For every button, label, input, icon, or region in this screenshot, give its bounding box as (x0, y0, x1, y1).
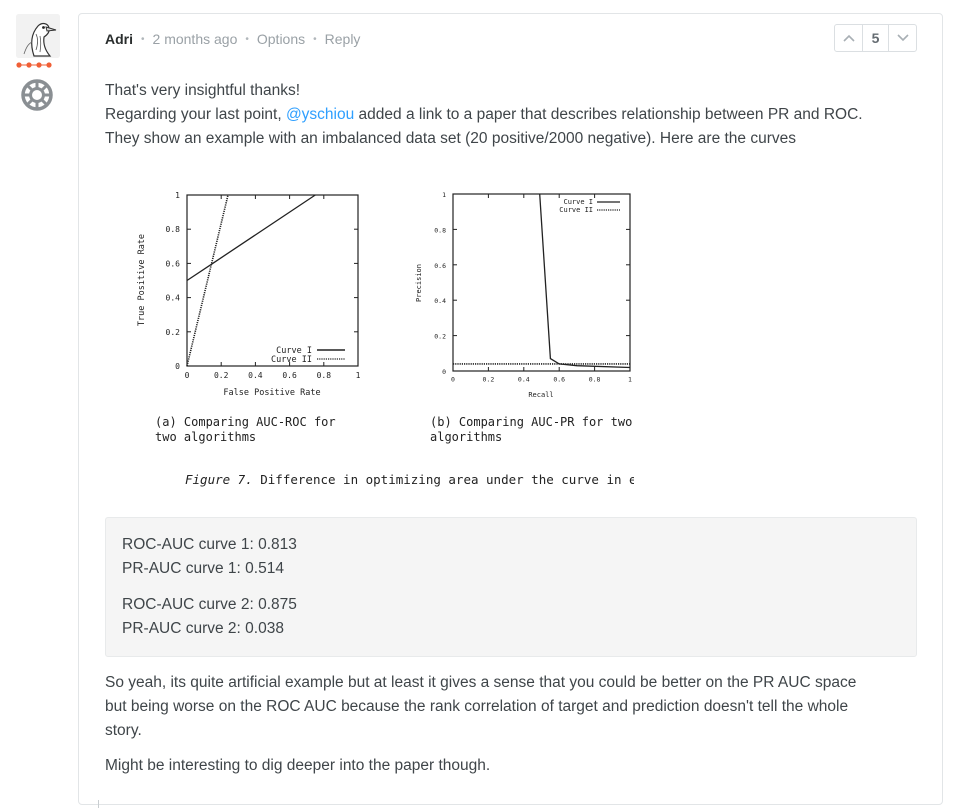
separator-dot: • (245, 33, 249, 45)
pr-x-tick-label: 0.2 (483, 376, 495, 384)
options-link[interactable]: Options (256, 31, 306, 47)
comment-text-line: story. (105, 722, 142, 739)
comment-text-line: So yeah, its quite artificial example bu… (105, 674, 857, 691)
pr-plot-frame (452, 193, 631, 372)
roc-series-1-line (186, 194, 316, 282)
roc-y-tick-label: 0.2 (166, 328, 181, 337)
figure-svg: 0 0.2 0.4 0.6 0.8 1 0 0.2 0.4 0.6 0.8 1 True Positi… (137, 191, 704, 487)
separator-dot: • (313, 33, 317, 45)
pr-caption-line-2: algorithms (430, 430, 502, 444)
roc-legend-curve-2: Curve II (271, 355, 312, 365)
roc-x-tick-label: 0.6 (282, 371, 297, 380)
roc-x-tick-label: 1 (356, 371, 361, 380)
user-avatar[interactable] (16, 14, 60, 58)
figure-caption-label: Figure 7. (185, 472, 253, 487)
roc-x-tick-label: 0 (185, 371, 190, 380)
roc-caption-line-2: two algorithms (155, 430, 256, 444)
result-line: PR-AUC curve 1: 0.514 (122, 560, 284, 577)
pr-y-tick-label: 0 (442, 368, 446, 376)
upvote-button[interactable] (835, 25, 862, 51)
pr-y-tick-label: 0.4 (434, 297, 446, 305)
roc-y-tick-label: 0.8 (166, 225, 181, 234)
pr-y-tick-label: 0.8 (434, 226, 446, 234)
thread-line (98, 800, 99, 808)
pr-legend-curve-1: Curve I (563, 198, 593, 206)
bird-avatar-icon (16, 14, 60, 58)
roc-axis-ticks: 0 0.2 0.4 0.6 0.8 1 0 0.2 0.4 0.6 0.8 1 (166, 191, 361, 380)
vote-control: 5 (834, 24, 917, 52)
embedded-figure-image[interactable]: 0 0.2 0.4 0.6 0.8 1 0 0.2 0.4 0.6 0.8 1 True Positi… (134, 186, 704, 491)
result-line: PR-AUC curve 2: 0.038 (122, 620, 284, 637)
comment-text-line: That's very insightful thanks! (105, 82, 301, 99)
chevron-down-icon (896, 34, 909, 42)
author-name[interactable]: Adri (105, 31, 133, 47)
vote-count: 5 (862, 25, 889, 51)
text-segment: Regarding your last point, (105, 106, 286, 123)
roc-y-axis-label: True Positive Rate (137, 234, 147, 326)
pr-x-tick-label: 0.6 (553, 376, 565, 384)
roc-y-tick-label: 0.4 (166, 294, 181, 303)
comment-header: Adri • 2 months ago • Options • Reply (105, 30, 360, 48)
pr-y-tick-label: 0.2 (434, 333, 446, 341)
roc-y-tick-label: 1 (175, 191, 180, 200)
roc-legend-curve-1: Curve I (276, 346, 312, 356)
comment-text-line: They show an example with an imbalanced … (105, 130, 796, 147)
figure-caption: Figure 7. Difference in optimizing area … (185, 472, 634, 487)
result-line: ROC-AUC curve 2: 0.875 (122, 596, 297, 613)
text-segment: added a link to a paper that describes r… (354, 106, 863, 123)
roc-plot-frame (186, 194, 359, 367)
comment-text-line: Might be interesting to dig deeper into … (105, 757, 491, 774)
pr-y-tick-label: 1 (442, 191, 446, 199)
roc-series (186, 194, 316, 367)
pr-y-tick-label: 0.6 (434, 262, 446, 270)
roc-series-2-line (186, 194, 229, 367)
roc-x-tick-label: 0.2 (214, 371, 229, 380)
roc-caption-line-1: (a) Comparing AUC-ROC for (155, 415, 336, 429)
reply-link[interactable]: Reply (324, 31, 361, 47)
pr-caption-line-1: (b) Comparing AUC-PR for two (430, 415, 632, 429)
user-mention-link[interactable]: @yschiou (285, 106, 355, 123)
figure-caption-text: Difference in optimizing area under the … (253, 472, 634, 487)
result-line: ROC-AUC curve 1: 0.813 (122, 536, 297, 553)
comment-text-line: but being worse on the ROC AUC because t… (105, 698, 849, 715)
timestamp-link[interactable]: 2 months ago (152, 31, 238, 47)
pr-x-tick-label: 1 (628, 376, 632, 384)
roc-x-tick-label: 0.8 (317, 371, 332, 380)
pr-series (453, 193, 631, 369)
gear-badge-icon (21, 79, 53, 111)
pr-x-axis-label: Recall (528, 391, 553, 399)
comment-card (78, 13, 943, 805)
results-block: ROC-AUC curve 1: 0.813 PR-AUC curve 1: 0… (105, 517, 917, 657)
pr-x-tick-label: 0.8 (589, 376, 601, 384)
comment-text-line: Regarding your last point, @yschiou adde… (105, 103, 863, 127)
roc-x-tick-label: 0.4 (248, 371, 263, 380)
chevron-up-icon (842, 34, 855, 42)
pr-legend-curve-2: Curve II (559, 206, 593, 214)
roc-y-tick-label: 0.6 (166, 259, 181, 268)
downvote-button[interactable] (889, 25, 916, 51)
pr-series-1-line (539, 193, 631, 369)
activity-dots (16, 62, 52, 68)
pr-axis-ticks: 0 0.2 0.4 0.6 0.8 1 0 0.2 0.4 0.6 0.8 1 (434, 191, 632, 384)
roc-y-tick-label: 0 (175, 362, 180, 371)
roc-x-axis-label: False Positive Rate (223, 388, 320, 398)
separator-dot: • (141, 33, 145, 45)
pr-x-tick-label: 0 (451, 376, 455, 384)
pr-x-tick-label: 0.4 (518, 376, 530, 384)
pr-y-axis-label: Precision (415, 264, 423, 302)
